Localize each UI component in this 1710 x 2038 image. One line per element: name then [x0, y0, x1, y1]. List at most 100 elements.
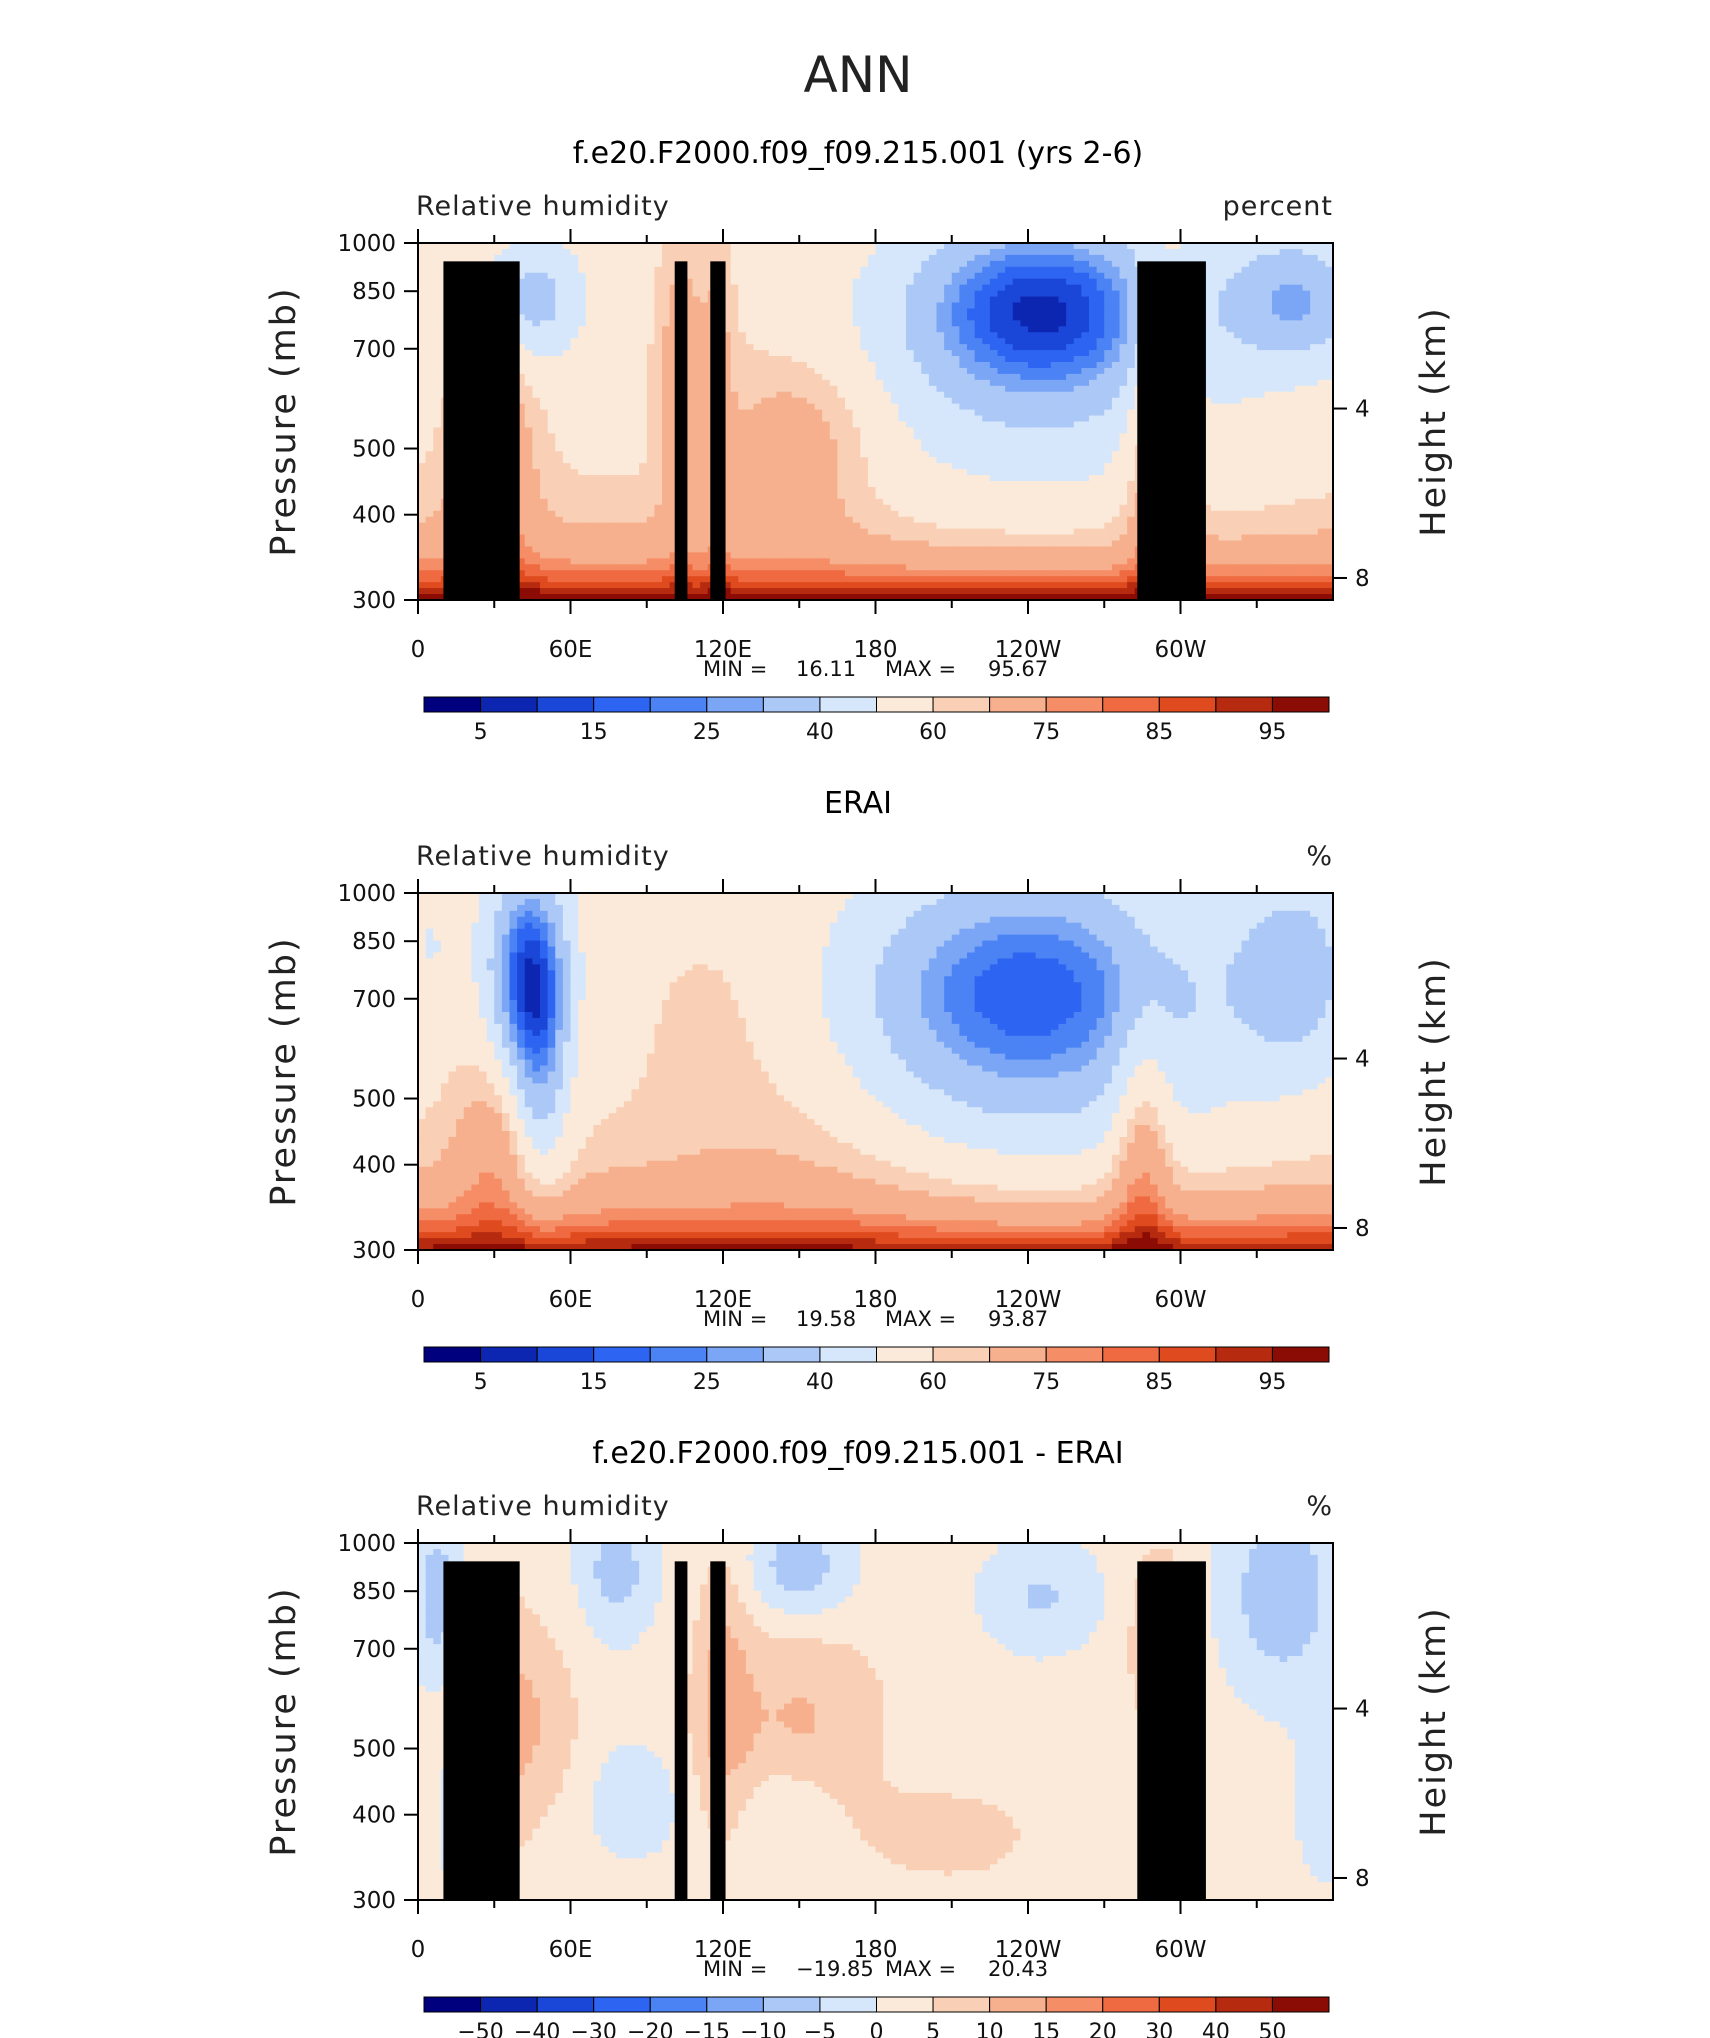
contour-cell	[936, 457, 945, 464]
contour-cell	[1111, 243, 1121, 250]
contour-cell	[524, 314, 533, 321]
contour-cell	[684, 326, 694, 333]
contour-cell	[1287, 457, 1296, 464]
contour-cell	[631, 397, 640, 405]
contour-cell	[524, 290, 533, 298]
contour-cell	[860, 326, 869, 333]
contour-cell	[1127, 409, 1136, 417]
contour-cell	[944, 421, 953, 429]
contour-cell	[860, 350, 869, 357]
contour-cell	[425, 385, 434, 393]
contour-cell	[1302, 326, 1311, 333]
contour-cell	[1081, 451, 1090, 458]
contour-cell	[532, 415, 541, 423]
contour-cell	[517, 397, 526, 405]
contour-cell	[776, 391, 785, 399]
contour-cell	[1096, 338, 1105, 345]
contour-cell	[1066, 272, 1075, 280]
contour-cell	[799, 367, 808, 375]
contour-cell	[608, 391, 617, 399]
contour-cell	[723, 272, 732, 280]
contour-cell	[761, 254, 770, 262]
contour-cell	[951, 272, 960, 280]
contour-cell	[852, 457, 861, 464]
contour-cell	[1089, 302, 1098, 310]
contour-cell	[1287, 475, 1296, 482]
contour-cell	[639, 356, 648, 363]
contour-cell	[1058, 254, 1067, 262]
contour-cell	[768, 260, 777, 268]
contour-cell	[921, 391, 930, 399]
contour-cell	[989, 451, 999, 458]
contour-cell	[623, 338, 633, 345]
contour-cell	[1012, 373, 1021, 381]
contour-cell	[730, 367, 739, 375]
contour-cell	[639, 421, 648, 429]
contour-cell	[791, 469, 800, 476]
contour-cell	[1256, 266, 1265, 274]
contour-cell	[852, 350, 861, 357]
contour-cell	[982, 367, 991, 375]
contour-cell	[578, 385, 587, 393]
contour-cell	[1279, 362, 1288, 369]
contour-cell	[776, 254, 785, 262]
contour-cell	[837, 254, 846, 262]
contour-cell	[692, 320, 701, 327]
contour-cell	[1020, 320, 1029, 327]
contour-cell	[1272, 290, 1281, 298]
contour-cell	[791, 391, 800, 399]
contour-cell	[1233, 338, 1243, 345]
contour-cell	[616, 391, 625, 399]
contour-cell	[875, 260, 884, 268]
contour-cell	[761, 433, 770, 440]
contour-cell	[562, 302, 572, 310]
contour-cell	[959, 243, 968, 250]
contour-cell	[593, 290, 602, 298]
contour-cell	[669, 439, 678, 446]
contour-cell	[1081, 457, 1090, 464]
contour-cell	[791, 379, 800, 387]
contour-cell	[1279, 302, 1288, 310]
contour-cell	[1317, 284, 1326, 292]
contour-cell	[1272, 338, 1281, 345]
contour-cell	[875, 403, 884, 411]
contour-cell	[860, 385, 869, 393]
contour-cell	[784, 260, 793, 268]
contour-cell	[631, 451, 640, 458]
contour-cell	[1028, 367, 1037, 375]
contour-cell	[616, 284, 625, 292]
contour-cell	[555, 296, 564, 304]
contour-cell	[936, 415, 945, 423]
contour-cell	[570, 332, 579, 339]
contour-cell	[669, 326, 678, 333]
contour-cell	[974, 290, 983, 298]
contour-cell	[1028, 415, 1037, 423]
contour-cell	[562, 356, 572, 363]
contour-cell	[906, 486, 915, 494]
contour-cell	[776, 397, 785, 405]
contour-cell	[1096, 248, 1105, 256]
contour-cell	[845, 266, 854, 274]
contour-cell	[974, 409, 983, 417]
contour-cell	[616, 344, 625, 351]
contour-cell	[1325, 421, 1334, 429]
contour-cell	[616, 421, 625, 429]
contour-cell	[738, 260, 747, 268]
contour-cell	[1203, 272, 1212, 280]
contour-cell	[768, 308, 777, 315]
contour-cell	[1035, 457, 1044, 464]
contour-cell	[1287, 469, 1296, 476]
contour-cell	[700, 350, 709, 357]
contour-cell	[1028, 362, 1037, 369]
contour-cell	[906, 266, 915, 274]
contour-cell	[1264, 356, 1273, 363]
contour-cell	[822, 397, 831, 405]
contour-cell	[1165, 254, 1174, 262]
contour-cell	[1035, 350, 1044, 357]
contour-cell	[928, 243, 938, 250]
contour-cell	[913, 457, 922, 464]
contour-cell	[1028, 409, 1037, 417]
contour-cell	[997, 439, 1006, 446]
contour-cell	[883, 415, 892, 423]
contour-cell	[1294, 272, 1304, 280]
